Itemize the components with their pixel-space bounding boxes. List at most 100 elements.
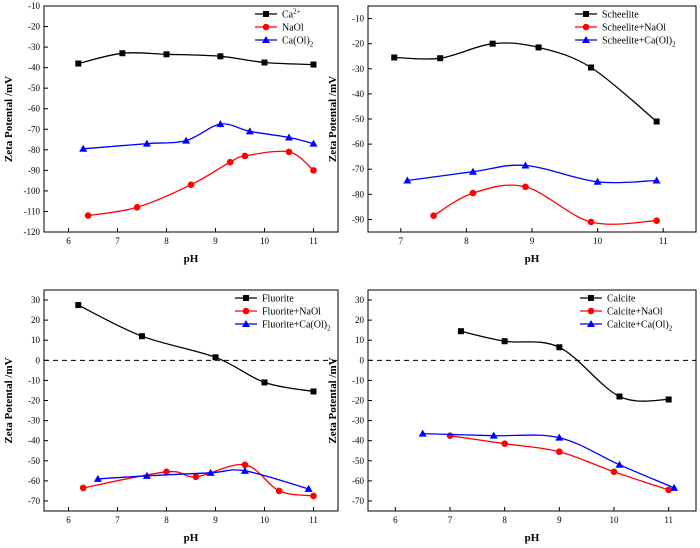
data-point xyxy=(522,183,529,191)
x-tick-label: 11 xyxy=(309,515,318,525)
data-point xyxy=(261,379,268,386)
data-point xyxy=(489,431,498,439)
y-tick-label: -40 xyxy=(28,63,40,73)
legend-marker xyxy=(587,320,595,327)
data-point xyxy=(79,484,87,492)
legend-marker xyxy=(263,11,269,17)
data-point xyxy=(212,354,219,361)
data-point xyxy=(163,51,170,58)
legend-marker xyxy=(262,36,270,43)
series-line xyxy=(407,164,657,184)
x-tick-label: 10 xyxy=(593,236,603,246)
chart-panel-1: 6 7 8 9 10 11 -120 -110 -100 -90 -80 -70 -60 -50 -40 -3… xyxy=(3,1,339,265)
y-tick-label: -20 xyxy=(352,396,364,406)
data-point xyxy=(304,484,313,492)
data-point xyxy=(241,461,249,469)
series-line xyxy=(460,330,669,402)
chart-panel-4: 6 7 8 9 10 11 -70 -60 -50 -40 -30 -20 -10 0 10 20 30 pH Ze… xyxy=(327,289,697,544)
legend-marker xyxy=(582,36,590,43)
series-3 xyxy=(418,429,679,491)
data-point xyxy=(75,302,82,309)
y-tick-label: -50 xyxy=(352,456,364,466)
chart-panel-3: 6 7 8 9 10 11 -70 -60 -50 -40 -30 -20 -10 0 10 20 30 pH Ze… xyxy=(3,289,339,544)
series-3 xyxy=(403,161,661,185)
y-tick-label: -50 xyxy=(352,114,364,124)
legend-label: Fluorite xyxy=(262,294,294,305)
y-tick-label: -10 xyxy=(28,1,40,11)
data-point xyxy=(241,152,249,160)
series-line xyxy=(87,150,314,217)
y-tick-label: -60 xyxy=(28,104,40,114)
legend-marker xyxy=(262,23,270,31)
data-point xyxy=(430,212,437,219)
series-2 xyxy=(430,183,660,226)
legend-label: Scheelite xyxy=(602,10,639,21)
data-point xyxy=(469,189,477,197)
data-point xyxy=(391,54,398,61)
data-point xyxy=(556,344,563,351)
legend: Calcite Calcite+NaOl Calcite+Ca(Ol)2 xyxy=(580,294,673,333)
data-point xyxy=(310,388,317,395)
x-tick-label: 6 xyxy=(66,515,71,525)
y-axis-label: Zeta Potental /mV xyxy=(3,357,15,443)
data-point xyxy=(418,429,427,437)
legend-label: Calcite+Ca(Ol)2 xyxy=(607,320,673,333)
legend-marker xyxy=(243,295,249,301)
data-point xyxy=(535,44,542,51)
series-3 xyxy=(93,466,313,492)
legend-label: Ca(Ol)2 xyxy=(282,36,314,49)
x-axis-label: pH xyxy=(525,253,540,265)
y-tick-label: -20 xyxy=(28,396,40,406)
x-tick-label: 7 xyxy=(115,236,120,246)
data-point xyxy=(653,217,660,224)
y-tick-label: -10 xyxy=(352,14,364,24)
x-tick-label: 9 xyxy=(530,236,535,246)
y-tick-label: -90 xyxy=(28,165,40,175)
series-1 xyxy=(457,328,672,403)
x-tick-label: 8 xyxy=(164,515,169,525)
x-tick-label: 7 xyxy=(115,515,120,525)
data-point xyxy=(142,139,151,147)
legend-label: Ca2+ xyxy=(282,8,301,21)
y-tick-label: -40 xyxy=(352,436,364,446)
y-tick-label: 30 xyxy=(355,295,365,305)
data-point xyxy=(310,492,317,500)
y-tick-label: -10 xyxy=(28,375,40,385)
x-tick-label: 11 xyxy=(309,236,318,246)
data-point xyxy=(670,483,679,491)
data-point xyxy=(84,212,92,219)
y-tick-label: -30 xyxy=(352,416,364,426)
plot-frame xyxy=(43,5,339,233)
data-point xyxy=(310,61,317,68)
data-point xyxy=(192,473,200,481)
legend-label: Calcite+NaOl xyxy=(607,307,663,318)
data-point xyxy=(245,127,254,135)
legend-label: Fluorite+Ca(Ol)2 xyxy=(262,320,331,333)
x-tick-label: 8 xyxy=(502,515,507,525)
y-tick-label: -60 xyxy=(352,476,364,486)
data-point xyxy=(119,50,126,57)
data-point xyxy=(163,468,170,476)
series-line xyxy=(78,52,314,66)
x-tick-label: 10 xyxy=(260,236,270,246)
data-point xyxy=(142,471,151,479)
data-point xyxy=(665,486,672,494)
data-point xyxy=(133,204,141,211)
y-tick-label: -10 xyxy=(352,375,364,385)
data-point xyxy=(187,181,195,189)
y-tick-label: -70 xyxy=(28,496,40,506)
data-point xyxy=(403,176,412,184)
data-point xyxy=(139,333,145,340)
data-point xyxy=(616,393,623,400)
legend: Ca2+ NaOl Ca(Ol)2 xyxy=(255,8,314,49)
series-2 xyxy=(84,148,317,219)
x-tick-label: 11 xyxy=(664,515,673,525)
y-tick-label: -30 xyxy=(28,416,40,426)
data-point xyxy=(261,59,268,66)
data-point xyxy=(652,176,661,184)
x-tick-label: 8 xyxy=(464,236,469,246)
legend-label: Calcite xyxy=(607,294,636,305)
data-point xyxy=(285,148,293,156)
data-point xyxy=(593,177,602,185)
